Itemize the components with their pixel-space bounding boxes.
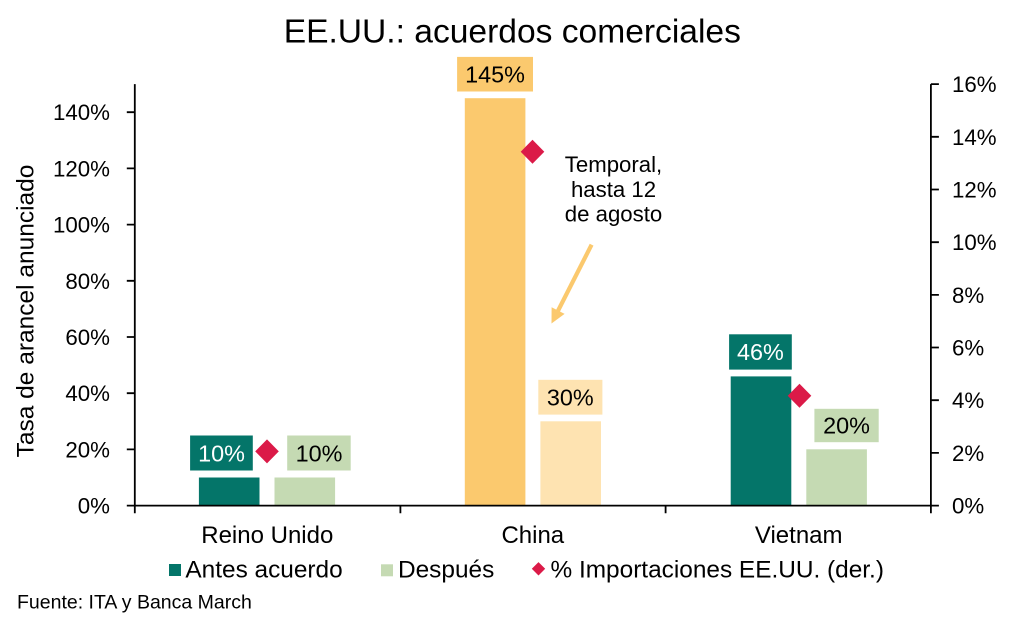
svg-text:4%: 4% [952,388,984,413]
svg-text:120%: 120% [53,156,110,181]
svg-text:20%: 20% [823,413,870,439]
svg-text:46%: 46% [737,339,784,365]
svg-text:0%: 0% [952,494,984,519]
svg-text:Después: Después [398,557,494,584]
svg-text:10%: 10% [198,441,245,467]
svg-text:10%: 10% [952,230,997,255]
svg-text:hasta 12: hasta 12 [571,177,656,202]
svg-text:Reino Unido: Reino Unido [201,522,333,549]
svg-text:12%: 12% [952,178,997,203]
svg-text:60%: 60% [65,325,110,350]
svg-text:Fuente: ITA y Banca March: Fuente: ITA y Banca March [17,592,252,614]
svg-text:de agosto: de agosto [565,201,662,226]
svg-text:% Importaciones EE.UU. (der.): % Importaciones EE.UU. (der.) [551,557,884,584]
svg-text:20%: 20% [65,437,110,462]
svg-text:80%: 80% [65,269,110,294]
svg-text:Antes acuerdo: Antes acuerdo [185,557,342,584]
svg-text:145%: 145% [465,61,525,87]
svg-text:China: China [501,522,564,549]
svg-text:2%: 2% [952,441,984,466]
svg-text:16%: 16% [952,72,997,97]
svg-text:Tasa de arancel anunciado: Tasa de arancel anunciado [13,165,40,458]
svg-text:Vietnam: Vietnam [755,522,843,549]
svg-text:40%: 40% [65,381,110,406]
svg-text:6%: 6% [952,336,984,361]
svg-text:8%: 8% [952,283,984,308]
svg-text:0%: 0% [78,494,110,519]
svg-text:14%: 14% [952,125,997,150]
svg-text:10%: 10% [296,441,343,467]
svg-text:140%: 140% [53,100,110,125]
svg-text:Temporal,: Temporal, [565,152,662,177]
svg-text:100%: 100% [53,213,110,238]
svg-text:EE.UU.: acuerdos comerciales: EE.UU.: acuerdos comerciales [284,14,741,51]
svg-text:30%: 30% [547,384,594,410]
